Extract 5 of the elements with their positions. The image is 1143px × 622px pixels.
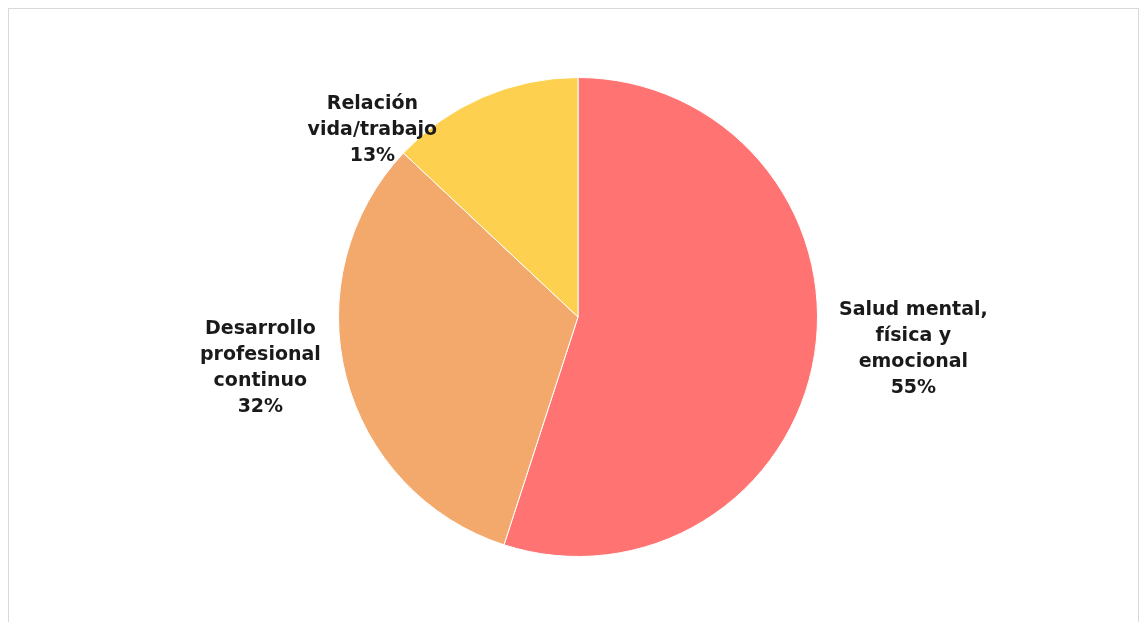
slice-label: Desarrollo profesional continuo — [199, 315, 321, 390]
data-label: 13% — [349, 143, 396, 166]
slice-label: Salud mental, física y emocional — [839, 296, 988, 371]
data-label: 32% — [237, 393, 284, 416]
data-label: 55% — [890, 374, 937, 397]
